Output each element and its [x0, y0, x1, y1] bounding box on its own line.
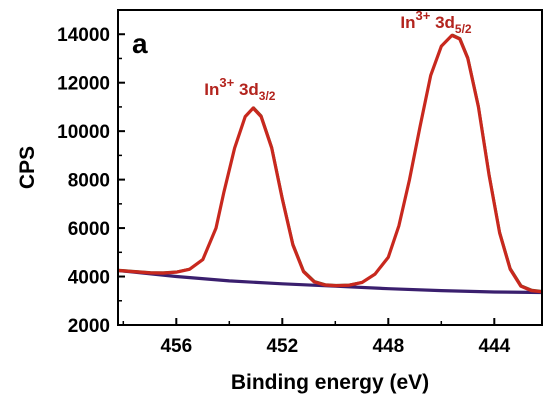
- annotation-base: In: [400, 13, 415, 32]
- fit-line: [117, 33, 543, 294]
- y-axis: 2000 4000 6000 8000 10000 12000 14000: [57, 25, 125, 337]
- x-axis-title: Binding energy (eV): [231, 371, 429, 394]
- raw-data-line: [118, 33, 543, 292]
- y-tick-label: 12000: [57, 74, 110, 95]
- background-line: [117, 268, 543, 295]
- peak-annotation: In3+ 3d3/2: [204, 75, 276, 103]
- y-tick-label: 4000: [68, 268, 110, 289]
- annotation-subscript: 5/2: [455, 22, 472, 36]
- plot-frame: [117, 9, 543, 326]
- annotation-superscript: 3+: [219, 75, 234, 90]
- x-tick-label: 448: [372, 336, 404, 357]
- y-tick-label: 2000: [68, 316, 110, 337]
- x-tick-label: 444: [478, 336, 510, 357]
- y-axis-title: CPS: [16, 146, 39, 189]
- x-axis: 456 452 448 444: [122, 318, 511, 357]
- panel-label: a: [132, 28, 148, 59]
- plot-area: [117, 33, 543, 295]
- y-tick-label: 6000: [68, 219, 110, 240]
- x-tick-label: 456: [160, 336, 192, 357]
- y-tick-label: 14000: [57, 25, 110, 46]
- y-tick-label: 8000: [68, 171, 110, 192]
- annotation-subscript: 3/2: [259, 89, 276, 103]
- y-tick-label: 10000: [57, 122, 110, 143]
- annotation-orbital: 3d: [430, 13, 455, 32]
- annotation-base: In: [204, 80, 219, 99]
- annotation-orbital: 3d: [234, 80, 259, 99]
- x-tick-label: 452: [266, 336, 298, 357]
- annotation-superscript: 3+: [416, 8, 431, 23]
- peak-annotation: In3+ 3d5/2: [400, 8, 472, 36]
